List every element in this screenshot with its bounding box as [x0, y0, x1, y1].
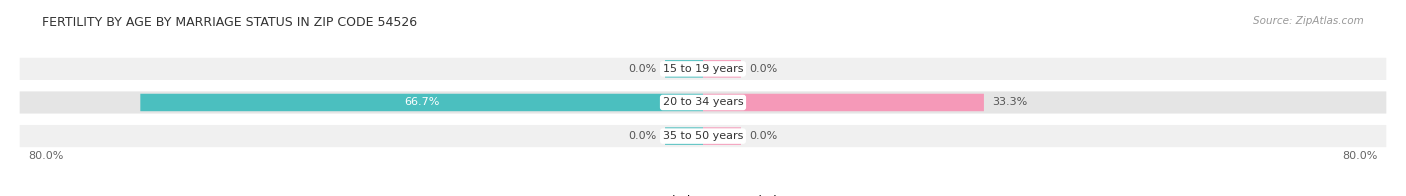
Text: 80.0%: 80.0%	[28, 151, 63, 161]
FancyBboxPatch shape	[20, 58, 1386, 80]
FancyBboxPatch shape	[665, 60, 703, 78]
FancyBboxPatch shape	[703, 60, 741, 78]
Text: 0.0%: 0.0%	[628, 131, 657, 141]
FancyBboxPatch shape	[141, 94, 703, 111]
FancyBboxPatch shape	[665, 127, 703, 145]
Text: 0.0%: 0.0%	[749, 131, 778, 141]
FancyBboxPatch shape	[703, 94, 984, 111]
FancyBboxPatch shape	[703, 127, 741, 145]
FancyBboxPatch shape	[20, 125, 1386, 147]
Text: 0.0%: 0.0%	[749, 64, 778, 74]
Text: 15 to 19 years: 15 to 19 years	[662, 64, 744, 74]
Text: FERTILITY BY AGE BY MARRIAGE STATUS IN ZIP CODE 54526: FERTILITY BY AGE BY MARRIAGE STATUS IN Z…	[42, 16, 418, 29]
Text: Source: ZipAtlas.com: Source: ZipAtlas.com	[1253, 16, 1364, 26]
Text: 35 to 50 years: 35 to 50 years	[662, 131, 744, 141]
Text: 0.0%: 0.0%	[628, 64, 657, 74]
Text: 80.0%: 80.0%	[1343, 151, 1378, 161]
Text: 20 to 34 years: 20 to 34 years	[662, 97, 744, 107]
Text: 33.3%: 33.3%	[993, 97, 1028, 107]
Legend: Married, Unmarried: Married, Unmarried	[630, 195, 776, 196]
Text: 66.7%: 66.7%	[404, 97, 439, 107]
FancyBboxPatch shape	[20, 91, 1386, 113]
